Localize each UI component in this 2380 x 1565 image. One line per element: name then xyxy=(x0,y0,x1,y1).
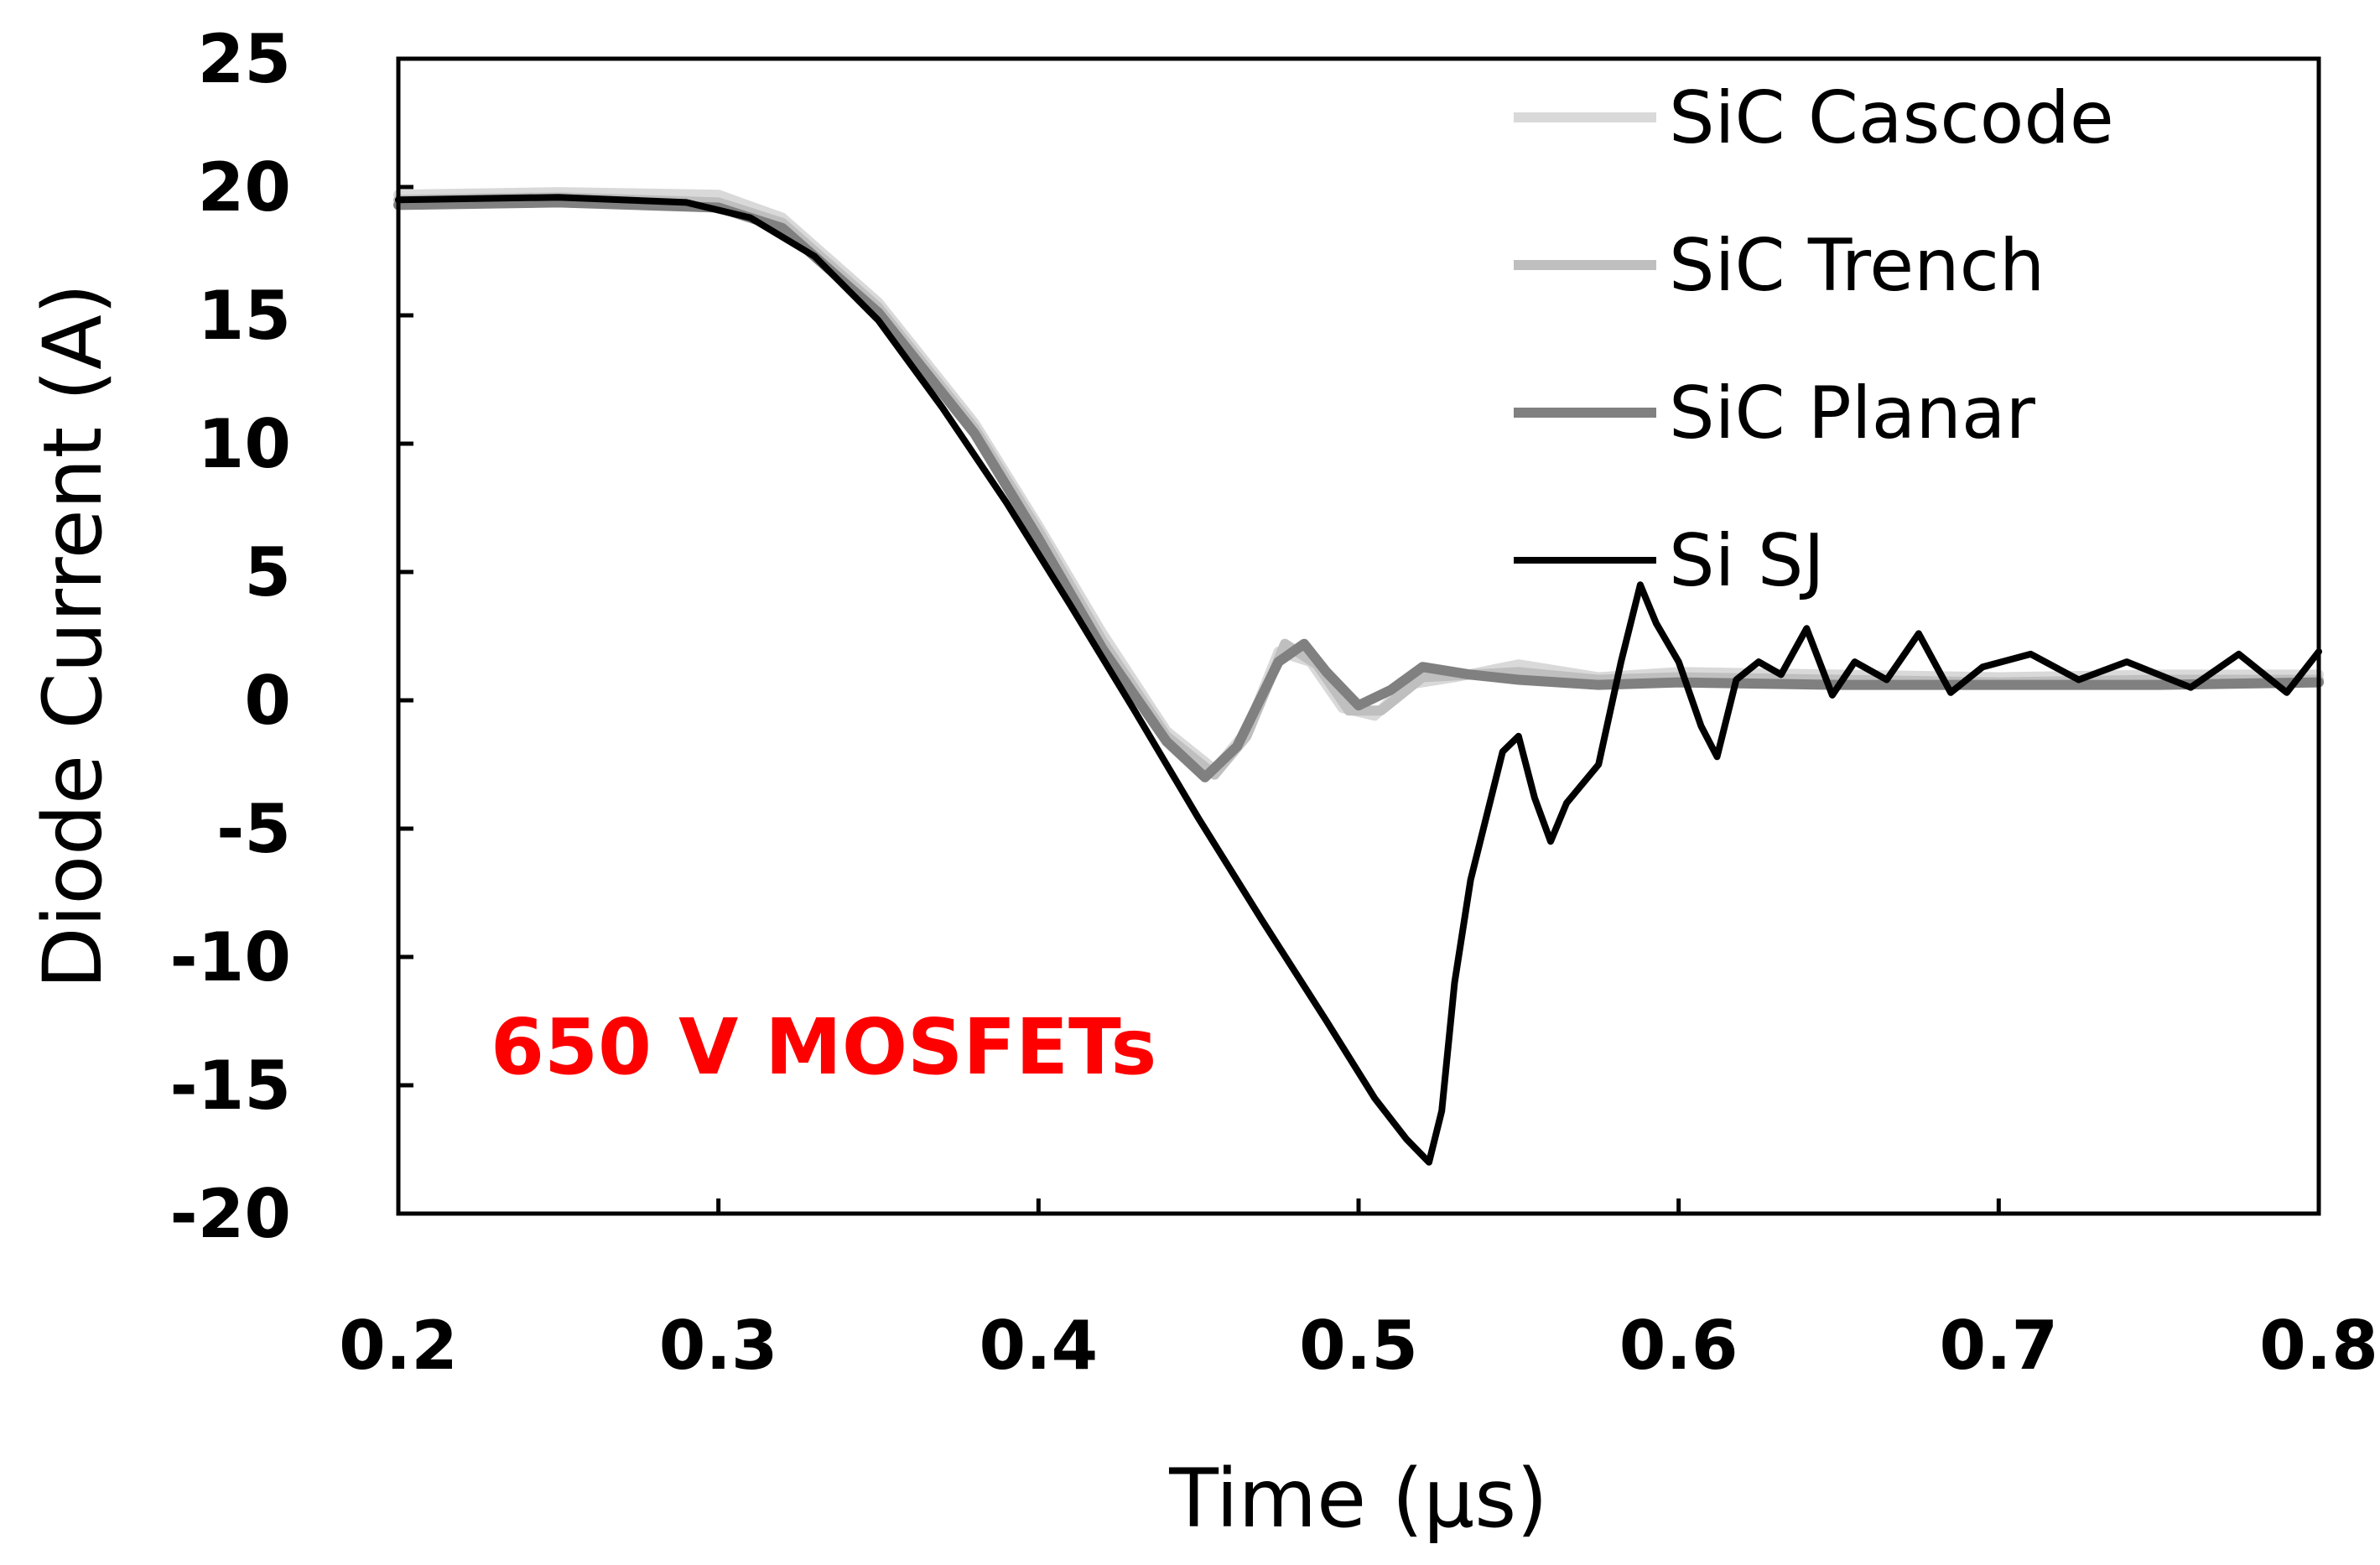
y-axis-title: Diode Current (A) xyxy=(26,283,120,990)
x-tick-label: 0.5 xyxy=(1299,1307,1418,1385)
y-tick-label: -10 xyxy=(169,918,291,996)
legend-label-sic-trench: SiC Trench xyxy=(1669,224,2045,308)
legend: SiC Cascode SiC Trench SiC Planar Si SJ xyxy=(1514,76,2114,603)
series-group xyxy=(393,187,2324,1166)
y-tick-label: 5 xyxy=(244,533,291,611)
y-tick-label: 20 xyxy=(198,148,291,226)
series-line-sic-planar xyxy=(393,197,2324,782)
x-tick-label: 0.8 xyxy=(2259,1307,2378,1385)
x-tick-label: 0.7 xyxy=(1939,1307,2058,1385)
x-tick-label: 0.6 xyxy=(1619,1307,1738,1385)
x-axis-title: Time (µs) xyxy=(1168,1452,1547,1546)
x-tick-label: 0.3 xyxy=(659,1307,778,1385)
legend-label-sic-planar: SiC Planar xyxy=(1669,372,2036,455)
legend-label-sic-cascode: SiC Cascode xyxy=(1669,76,2114,160)
y-tick-label: 10 xyxy=(198,405,291,483)
y-tick-label: 0 xyxy=(244,662,291,740)
y-tick-label: 15 xyxy=(198,277,291,355)
axis-ticks: 0.2 0.3 0.4 0.5 0.6 0.7 0.8 -20 -15 -10 -5 0 5 10 15 20… xyxy=(169,20,2377,1385)
series-line-si-sj xyxy=(395,194,2322,1166)
y-tick-label: -20 xyxy=(169,1175,291,1253)
y-tick-label: -15 xyxy=(169,1047,291,1125)
x-tick-label: 0.4 xyxy=(979,1307,1098,1385)
x-tick-label: 0.2 xyxy=(339,1307,458,1385)
annotation-label: 650 V MOSFETs xyxy=(491,1002,1156,1092)
y-tick-label: -5 xyxy=(216,790,291,868)
legend-label-si-sj: Si SJ xyxy=(1669,519,1825,603)
y-tick-label: 25 xyxy=(198,20,291,98)
